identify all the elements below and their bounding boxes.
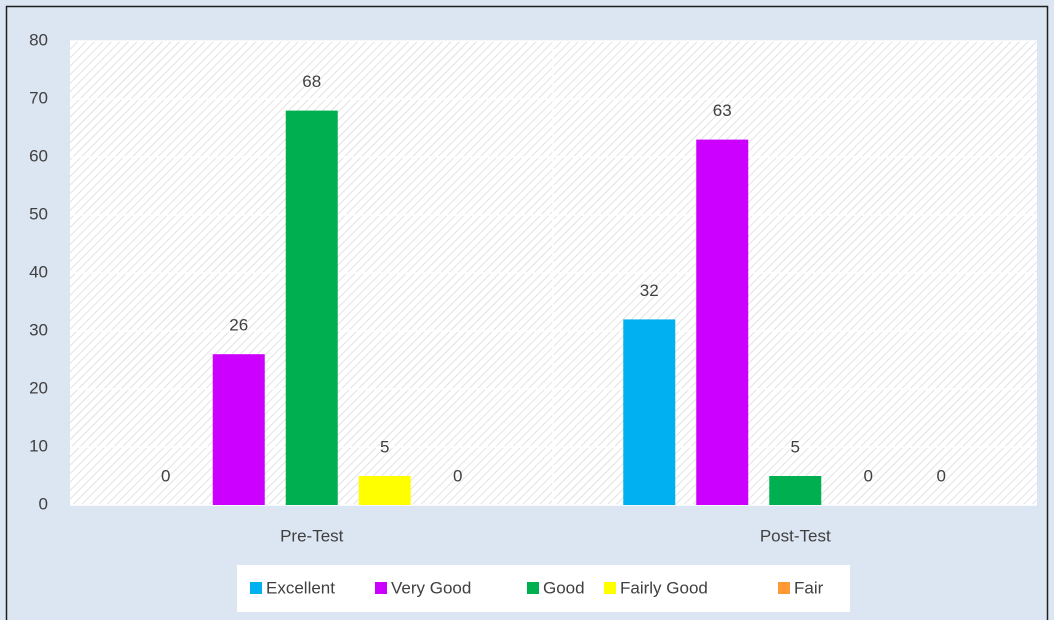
y-tick-label: 60 <box>29 146 48 165</box>
legend-swatch <box>604 582 616 594</box>
y-tick-label: 40 <box>29 262 48 281</box>
legend-swatch <box>250 582 262 594</box>
y-tick-label: 70 <box>29 88 48 107</box>
y-tick-label: 20 <box>29 378 48 397</box>
legend-label: Good <box>543 578 585 597</box>
x-tick-label: Pre-Test <box>280 526 344 545</box>
frame <box>5 5 1049 620</box>
x-tick-label: Post-Test <box>760 526 831 545</box>
bar <box>696 139 749 505</box>
legend-label: Very Good <box>391 578 471 597</box>
bar <box>769 476 822 505</box>
y-tick-label: 50 <box>29 204 48 223</box>
bar <box>212 354 265 505</box>
y-tick-label: 0 <box>39 494 48 513</box>
data-label: 63 <box>713 101 732 120</box>
data-label: 0 <box>161 466 170 485</box>
data-label: 0 <box>453 466 462 485</box>
y-tick-label: 30 <box>29 320 48 339</box>
bar <box>285 110 338 505</box>
legend-label: Fair <box>794 578 824 597</box>
data-label: 26 <box>229 316 248 335</box>
legend-swatch <box>375 582 387 594</box>
y-tick-label: 80 <box>29 30 48 49</box>
data-label: 32 <box>640 281 659 300</box>
legend-label: Excellent <box>266 578 335 597</box>
y-tick-label: 10 <box>29 436 48 455</box>
data-label: 0 <box>864 466 873 485</box>
data-label: 5 <box>380 437 389 456</box>
data-label: 5 <box>791 437 800 456</box>
data-label: 68 <box>302 72 321 91</box>
legend-swatch <box>778 582 790 594</box>
bar <box>623 319 676 505</box>
legend-label: Fairly Good <box>620 578 708 597</box>
bar <box>358 476 411 505</box>
data-label: 0 <box>937 466 946 485</box>
legend-swatch <box>527 582 539 594</box>
legend <box>237 565 850 612</box>
